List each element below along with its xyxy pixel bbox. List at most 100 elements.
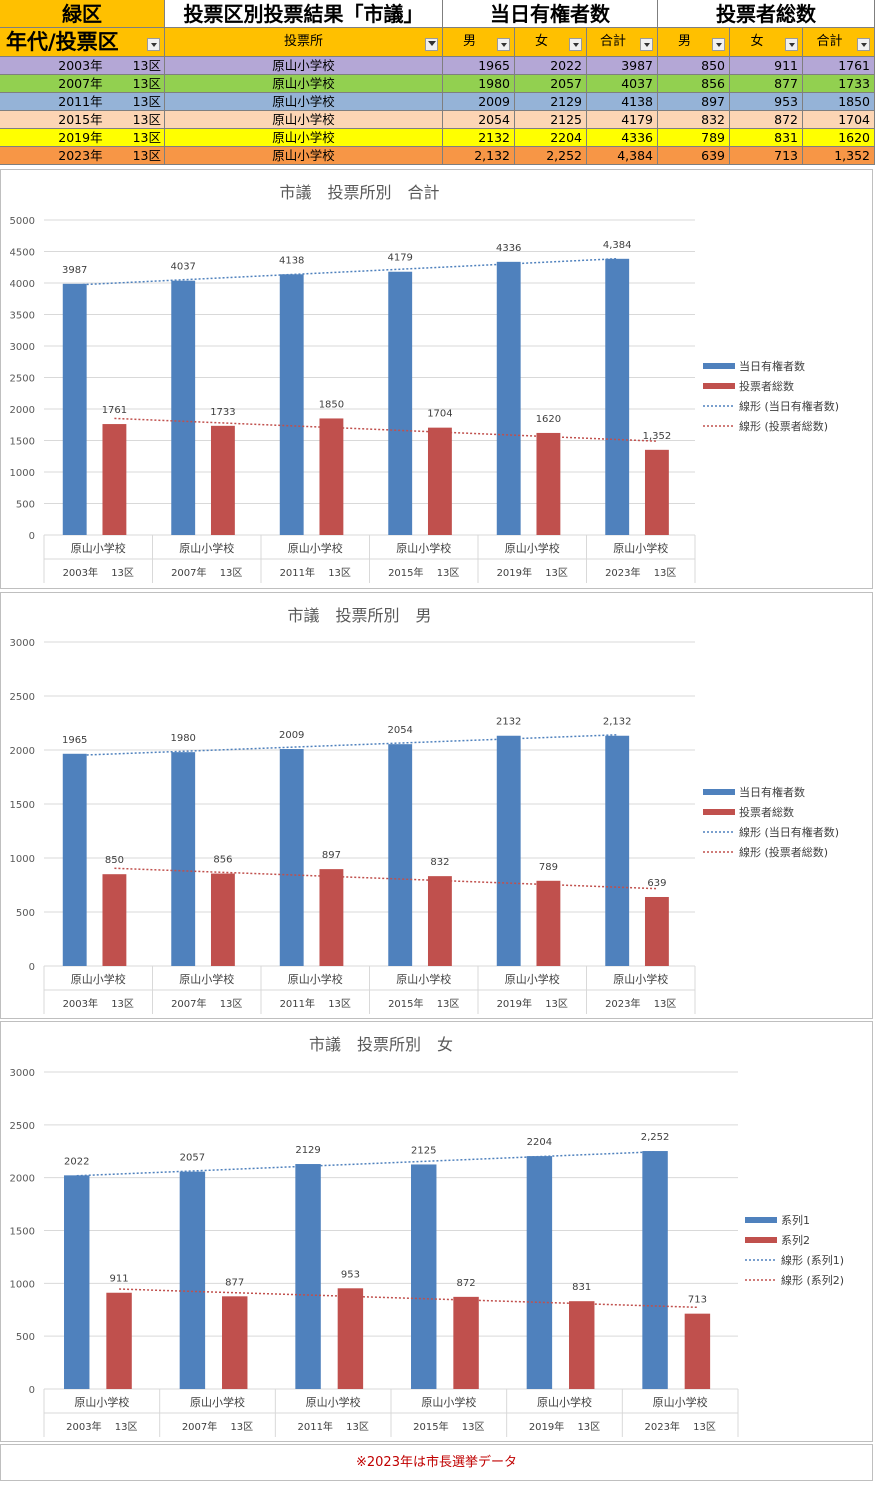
data-label-series2: 1,352 [643,431,672,442]
voters-total-cell[interactable]: 1733 [803,75,875,93]
bar-series2 [453,1296,479,1389]
eligible-total-cell[interactable]: 4336 [587,129,658,147]
year-district-cell[interactable]: 2003年 13区 [0,57,165,75]
eligible-total-cell[interactable]: 4179 [587,111,658,129]
year-district-cell[interactable]: 2011年 13区 [0,93,165,111]
eligible-female-cell[interactable]: 2204 [515,129,587,147]
data-label-series2: 897 [322,850,341,861]
eligible-female-cell[interactable]: 2022 [515,57,587,75]
table-row[interactable]: 2015年 13区 原山小学校 2054 2125 4179 832 872 17… [0,111,875,129]
place-cell[interactable]: 原山小学校 [165,147,443,165]
year-district-cell[interactable]: 2023年 13区 [0,147,165,165]
table-row[interactable]: 2011年 13区 原山小学校 2009 2129 4138 897 953 18… [0,93,875,111]
eligible-male-cell[interactable]: 2054 [443,111,515,129]
trendline-series2 [114,867,657,890]
year-district-cell[interactable]: 2019年 13区 [0,129,165,147]
filter-active-funnel-icon[interactable] [425,38,438,51]
filter-dropdown-icon[interactable] [857,38,870,51]
voters-male-cell[interactable]: 789 [658,129,730,147]
column-header-label: 男 [462,34,476,49]
eligible-male-cell[interactable]: 2132 [443,129,515,147]
place-cell[interactable]: 原山小学校 [165,75,443,93]
x-tick-sublabel: 2023年 13区 [605,997,676,1010]
legend-swatch-bar [703,383,735,389]
voters-female-cell[interactable]: 877 [730,75,803,93]
x-tick-sublabel: 2019年 13区 [529,1420,600,1433]
eligible-male-cell[interactable]: 2,132 [443,147,515,165]
data-label-series1: 2132 [496,717,521,728]
y-tick-label: 3000 [10,342,35,353]
eligible-total-cell[interactable]: 4037 [587,75,658,93]
voters-total-cell[interactable]: 1,352 [803,147,875,165]
column-header-place[interactable]: 投票所 [165,28,443,57]
voters-total-cell[interactable]: 1850 [803,93,875,111]
bar-series2 [337,1288,364,1389]
eligible-male-cell[interactable]: 2009 [443,93,515,111]
x-tick-sublabel: 2007年 13区 [182,1420,253,1433]
eligible-female-cell[interactable]: 2057 [515,75,587,93]
voters-male-cell[interactable]: 856 [658,75,730,93]
chart-total[interactable]: 市議 投票所別 合計 0 500 1000 1500 2000 2500 3000 3500 40… [0,169,873,589]
year-text: 2007年 [58,76,103,91]
column-header-voters-total[interactable]: 合計 [803,28,875,57]
x-tick-sublabel: 2015年 13区 [388,997,459,1010]
place-cell[interactable]: 原山小学校 [165,93,443,111]
filter-dropdown-icon[interactable] [497,38,510,51]
voters-male-cell[interactable]: 850 [658,57,730,75]
eligible-total-cell[interactable]: 4138 [587,93,658,111]
table-row[interactable]: 2007年 13区 原山小学校 1980 2057 4037 856 877 17… [0,75,875,93]
voters-male-cell[interactable]: 639 [658,147,730,165]
column-header-year[interactable]: 年代/投票区 [0,28,165,57]
trendline-series1 [74,257,618,286]
column-header-place-label: 投票所 [283,34,323,49]
eligible-female-cell[interactable]: 2129 [515,93,587,111]
voters-female-cell[interactable]: 831 [730,129,803,147]
eligible-female-cell[interactable]: 2,252 [515,147,587,165]
column-header-eligible-total[interactable]: 合計 [587,28,658,57]
filter-dropdown-icon[interactable] [785,38,798,51]
filter-dropdown-icon[interactable] [640,38,653,51]
year-text: 2023年 [58,148,103,163]
trendline-series1 [74,734,618,757]
data-label-series1: 2057 [180,1153,205,1164]
voters-female-cell[interactable]: 713 [730,147,803,165]
column-header-voters-male[interactable]: 男 [658,28,730,57]
legend-entry: 投票者総数 [739,379,794,393]
chart-male[interactable]: 市議 投票所別 男 0 500 1000 1500 2000 2500 3000 原山小学校 20… [0,592,873,1019]
voters-female-cell[interactable]: 953 [730,93,803,111]
voters-total-cell[interactable]: 1620 [803,129,875,147]
table-row[interactable]: 2003年 13区 原山小学校 1965 2022 3987 850 911 17… [0,57,875,75]
x-tick-label: 原山小学校 [288,972,343,986]
voters-total-cell[interactable]: 1761 [803,57,875,75]
eligible-voters-header: 当日有権者数 [443,0,658,28]
x-tick-sublabel: 2019年 13区 [497,566,568,579]
filter-dropdown-icon[interactable] [569,38,582,51]
eligible-total-cell[interactable]: 4,384 [587,147,658,165]
eligible-male-cell[interactable]: 1965 [443,57,515,75]
voters-female-cell[interactable]: 872 [730,111,803,129]
eligible-male-cell[interactable]: 1980 [443,75,515,93]
eligible-total-cell[interactable]: 3987 [587,57,658,75]
column-header-voters-female[interactable]: 女 [730,28,803,57]
year-district-cell[interactable]: 2007年 13区 [0,75,165,93]
y-tick-label: 1500 [10,437,35,448]
voters-male-cell[interactable]: 832 [658,111,730,129]
voters-female-cell[interactable]: 911 [730,57,803,75]
place-cell[interactable]: 原山小学校 [165,111,443,129]
place-cell[interactable]: 原山小学校 [165,57,443,75]
filter-dropdown-icon[interactable] [147,38,160,51]
filter-dropdown-icon[interactable] [712,38,725,51]
eligible-female-cell[interactable]: 2125 [515,111,587,129]
column-header-eligible-female[interactable]: 女 [515,28,587,57]
table-row[interactable]: 2023年 13区 原山小学校 2,132 2,252 4,384 639 713… [0,147,875,165]
year-district-cell[interactable]: 2015年 13区 [0,111,165,129]
place-cell[interactable]: 原山小学校 [165,129,443,147]
x-tick-sublabel: 2003年 13区 [63,997,134,1010]
voters-total-cell[interactable]: 1704 [803,111,875,129]
table-row[interactable]: 2019年 13区 原山小学校 2132 2204 4336 789 831 16… [0,129,875,147]
x-tick-label: 原山小学校 [306,1395,361,1409]
column-header-eligible-male[interactable]: 男 [443,28,515,57]
chart-female[interactable]: 市議 投票所別 女 0 500 1000 1500 2000 2500 3000 原山小学校 20… [0,1021,873,1442]
voters-male-cell[interactable]: 897 [658,93,730,111]
data-label-series1: 4336 [496,243,521,254]
